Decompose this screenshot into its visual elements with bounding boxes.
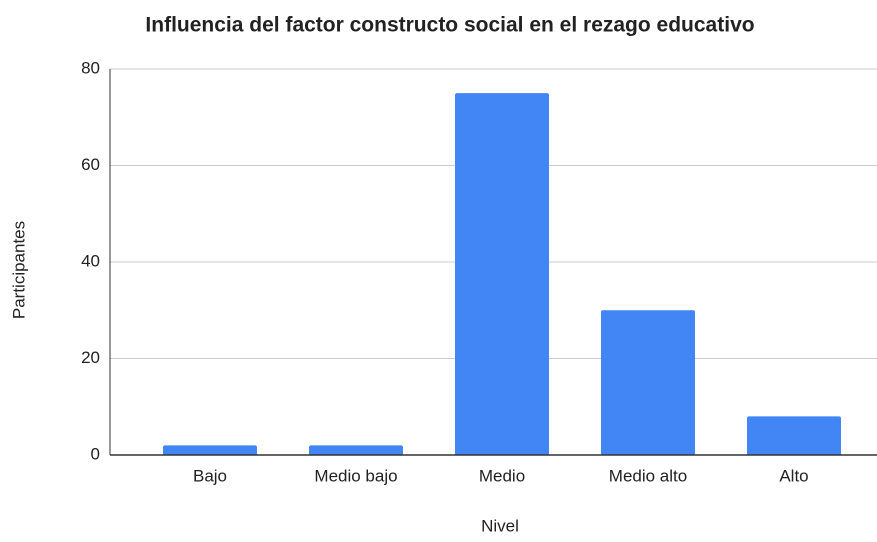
y-axis-label: Participantes bbox=[9, 221, 28, 319]
y-tick-label: 40 bbox=[81, 251, 100, 270]
y-tick-label: 60 bbox=[81, 155, 100, 174]
x-tick-label: Alto bbox=[779, 466, 808, 485]
x-tick-label: Bajo bbox=[193, 466, 227, 485]
y-tick-label: 0 bbox=[91, 444, 100, 463]
x-tick-label: Medio bbox=[479, 466, 525, 485]
x-tick-label: Medio alto bbox=[609, 466, 687, 485]
y-tick-label: 80 bbox=[81, 58, 100, 77]
chart-title: Influencia del factor constructo social … bbox=[145, 14, 754, 37]
y-tick-label: 20 bbox=[81, 348, 100, 367]
bar bbox=[747, 416, 841, 455]
bar bbox=[455, 93, 549, 455]
bar bbox=[309, 445, 403, 455]
bar bbox=[163, 445, 257, 455]
x-tick-label: Medio bajo bbox=[314, 466, 397, 485]
x-axis-label: Nivel bbox=[481, 516, 519, 535]
bar bbox=[601, 310, 695, 455]
